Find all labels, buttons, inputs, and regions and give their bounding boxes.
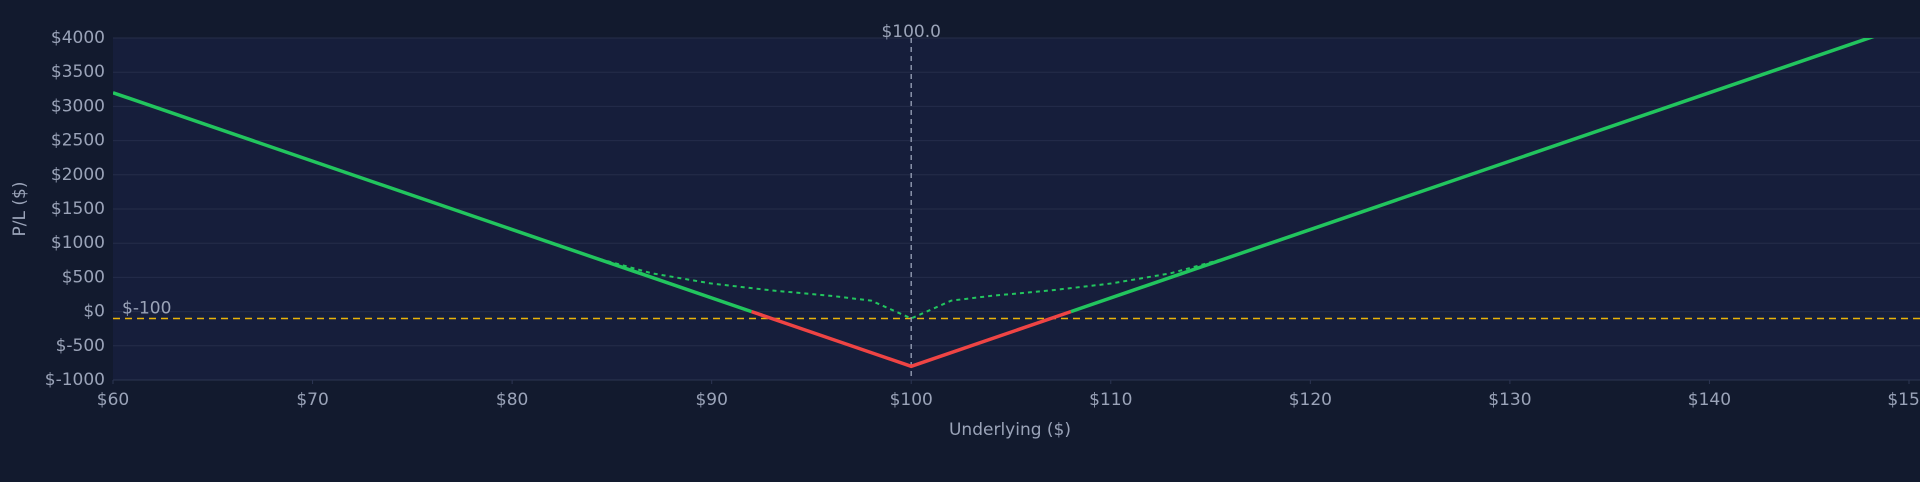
x-tick-label: $130 [1488,390,1531,410]
y-tick-label: $-500 [56,336,105,356]
y-axis-label: P/L ($) [10,182,30,237]
pl-line [751,309,1072,369]
y-tick-label: $0 [83,302,105,322]
pl-line [113,38,1875,314]
x-tick-label: $150 [1887,390,1920,410]
y-tick-label: $500 [62,267,105,287]
reference-label: $-100 [122,298,171,318]
y-tick-label: $1000 [51,233,105,253]
x-tick-label: $140 [1688,390,1731,410]
x-tick-label: $100 [890,390,933,410]
x-tick-label: $70 [296,390,328,410]
y-tick-label: $1500 [51,199,105,219]
y-tick-label: $2000 [51,165,105,185]
y-tick-label: $-1000 [45,370,105,390]
y-tick-label: $4000 [51,28,105,48]
y-tick-label: $3000 [51,96,105,116]
x-tick-label: $60 [97,390,129,410]
pl-line [591,255,1231,320]
y-tick-label: $3500 [51,62,105,82]
x-axis-label: Underlying ($) [949,420,1071,440]
y-tick-label: $2500 [51,131,105,151]
x-tick-label: $80 [496,390,528,410]
x-tick-label: $120 [1289,390,1332,410]
current-price-label: $100.0 [881,22,940,42]
x-tick-label: $110 [1089,390,1132,410]
x-tick-label: $90 [695,390,727,410]
